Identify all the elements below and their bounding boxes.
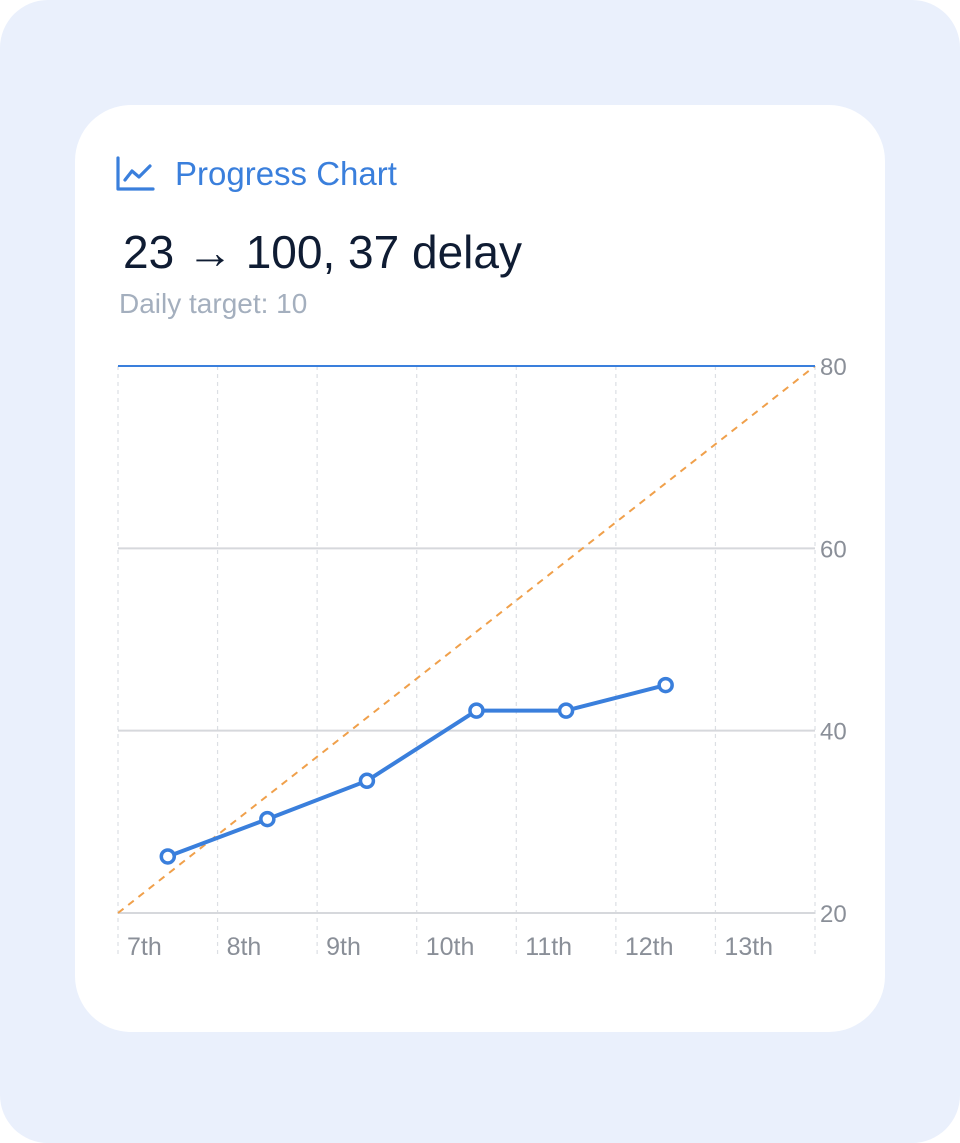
daily-target-label: Daily target: 10 xyxy=(119,288,308,319)
data-point xyxy=(159,848,177,865)
chart-title: Progress Chart xyxy=(175,155,397,192)
x-tick-label: 8th xyxy=(227,933,262,961)
y-tick-label: 80 xyxy=(820,354,847,381)
actual-progress-line xyxy=(165,683,668,859)
data-point xyxy=(358,772,376,790)
progress-headline: 23 → 100, 37 delay xyxy=(123,226,522,278)
x-tick-label: 9th xyxy=(326,933,361,961)
x-tick-label: 12th xyxy=(625,933,674,961)
data-point xyxy=(657,676,674,694)
y-tick-label: 60 xyxy=(820,536,847,563)
x-tick-label: 10th xyxy=(426,933,475,961)
target-trend-line xyxy=(117,365,816,914)
data-point xyxy=(468,702,485,719)
data-point xyxy=(259,810,276,828)
x-tick-label: 11th xyxy=(525,933,572,961)
y-tick-label: 20 xyxy=(820,901,847,928)
progress-card: Progress Chart 23 → 100, 37 delay Daily … xyxy=(75,105,885,1032)
data-point xyxy=(557,702,575,719)
x-tick-label: 13th xyxy=(724,933,773,961)
line-chart-icon xyxy=(116,156,155,191)
card-header: Progress Chart xyxy=(115,155,397,193)
x-tick-label: 7th xyxy=(127,933,162,961)
y-tick-label: 40 xyxy=(820,719,847,746)
